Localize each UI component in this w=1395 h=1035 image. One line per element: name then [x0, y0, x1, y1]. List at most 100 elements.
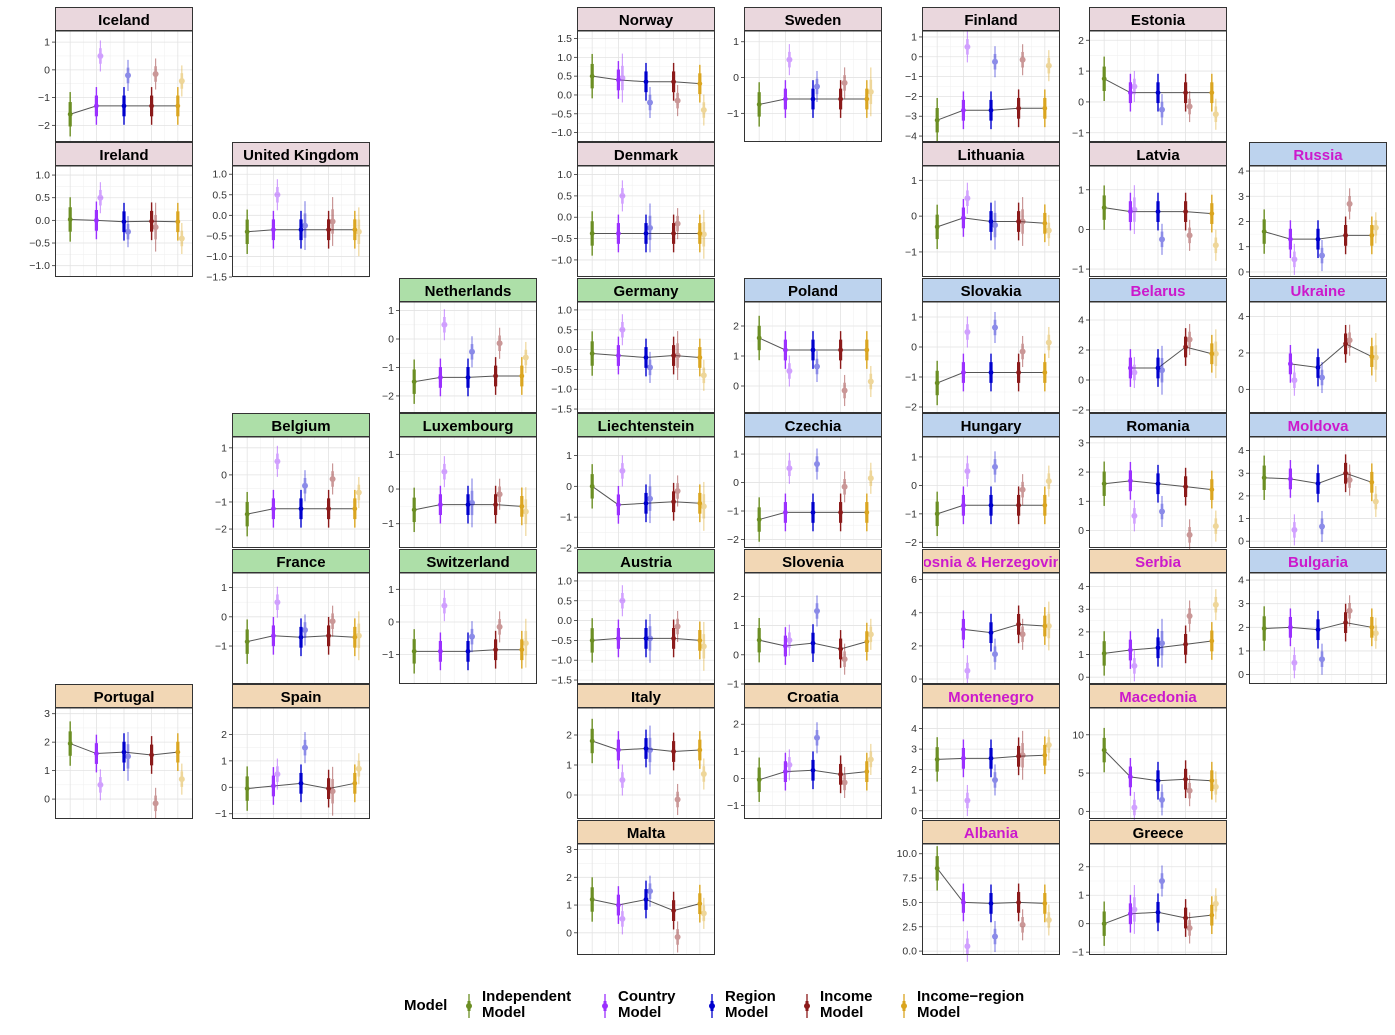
estimate-region — [643, 729, 649, 768]
reference-income — [674, 85, 681, 117]
reference-income_region — [522, 618, 529, 668]
reference-point — [469, 499, 475, 506]
y-tick-label: 1 — [1078, 496, 1084, 508]
y-tick-label: −1.5 — [551, 675, 572, 687]
y-tick-label: 0.0 — [557, 615, 572, 627]
panel-border — [399, 572, 537, 684]
reference-point — [1019, 486, 1026, 493]
estimate-income — [1016, 89, 1021, 128]
reference-income_region — [1212, 888, 1219, 920]
reference-point — [647, 224, 653, 231]
y-tick-label: 2 — [1078, 35, 1084, 47]
estimate-point — [493, 373, 498, 379]
reference-region — [1319, 510, 1325, 543]
y-tick-label: −1.0 — [551, 127, 572, 139]
reference-income_region — [1372, 486, 1379, 518]
facet-luxembourg: Luxembourg 1 0 −1 — [382, 413, 537, 548]
estimate-income_region — [697, 64, 703, 103]
y-tick-label: 2 — [1078, 345, 1084, 357]
estimate-independent — [589, 618, 595, 663]
reference-income — [329, 766, 336, 816]
reference-point — [1159, 640, 1165, 647]
estimate-point — [1128, 911, 1133, 917]
reference-point — [814, 607, 820, 614]
reference-point — [964, 667, 971, 674]
estimate-point — [1343, 620, 1348, 625]
y-tick-label: 2 — [566, 730, 572, 742]
estimate-country — [961, 199, 966, 237]
estimate-point — [326, 786, 331, 792]
estimate-point — [643, 746, 649, 751]
estimate-point — [1183, 344, 1188, 350]
estimate-independent — [411, 359, 417, 404]
estimate-point — [961, 370, 966, 375]
estimate-country — [1128, 758, 1133, 796]
estimate-point — [1315, 481, 1321, 486]
estimate-income — [1016, 202, 1021, 241]
estimate-income_region — [1209, 73, 1215, 112]
facet-netherlands: Netherlands 1 0 −1 −2 — [382, 278, 537, 413]
estimate-point — [1369, 479, 1375, 485]
estimate-point — [616, 353, 621, 358]
reference-country — [441, 309, 448, 341]
reference-point — [1186, 787, 1193, 794]
reference-point — [674, 352, 681, 359]
reference-point — [1045, 227, 1052, 234]
reference-point — [814, 83, 820, 90]
estimate-income_region — [1042, 607, 1048, 645]
reference-income_region — [1045, 326, 1052, 359]
estimate-country — [616, 485, 621, 524]
facet-title-croatia: Croatia — [787, 689, 839, 706]
estimate-income — [1183, 899, 1188, 937]
reference-income_region — [1045, 904, 1052, 936]
reference-income — [841, 67, 848, 99]
estimate-point — [934, 511, 940, 517]
estimate-country — [616, 886, 621, 924]
estimate-point — [121, 219, 127, 225]
estimate-point — [244, 511, 250, 517]
estimate-point — [519, 647, 525, 653]
facet-serbia: Serbia 4 3 2 1 0 — [1078, 549, 1227, 684]
estimate-income — [1016, 883, 1021, 922]
reference-income — [329, 605, 336, 637]
y-tick-label: 0.5 — [212, 189, 227, 201]
estimate-point — [1288, 361, 1293, 367]
y-tick-label: −1 — [1072, 947, 1084, 959]
reference-income_region — [355, 476, 362, 509]
facet-title-italy: Italy — [631, 689, 662, 706]
y-tick-label: 1 — [911, 312, 917, 324]
reference-point — [1131, 804, 1138, 811]
estimate-region — [465, 632, 471, 671]
reference-point — [992, 776, 998, 783]
y-tick-label: 0.5 — [557, 190, 572, 202]
reference-point — [1212, 242, 1219, 249]
y-tick-label: −1 — [727, 679, 739, 691]
estimate-independent — [589, 211, 595, 256]
panel-border — [922, 30, 1060, 142]
estimate-point — [244, 639, 250, 645]
y-tick-label: 1 — [566, 450, 572, 462]
reference-country — [97, 769, 104, 801]
y-tick-label: 5 — [1078, 768, 1084, 780]
estimate-point — [465, 502, 471, 508]
y-tick-label: 1 — [911, 31, 917, 43]
estimate-point — [271, 227, 276, 233]
panel-border — [1089, 843, 1227, 955]
reference-income_region — [1372, 212, 1379, 244]
reference-point — [1319, 374, 1325, 381]
estimate-point — [1209, 351, 1215, 357]
estimate-point — [934, 224, 940, 230]
reference-income_region — [1212, 229, 1219, 261]
y-tick-label: −1.5 — [206, 272, 227, 284]
estimate-income — [671, 891, 676, 930]
estimate-point — [961, 900, 966, 905]
estimate-income_region — [175, 733, 181, 771]
y-tick-label: 2 — [1238, 622, 1244, 634]
reference-income_region — [1045, 601, 1052, 651]
facet-france: France 1 0 −1 — [215, 549, 370, 684]
estimate-country — [783, 493, 788, 532]
reference-point — [97, 781, 104, 788]
y-tick-label: −1 — [727, 800, 739, 812]
estimate-point — [697, 355, 703, 360]
facet-title-slovenia: Slovenia — [782, 554, 844, 571]
